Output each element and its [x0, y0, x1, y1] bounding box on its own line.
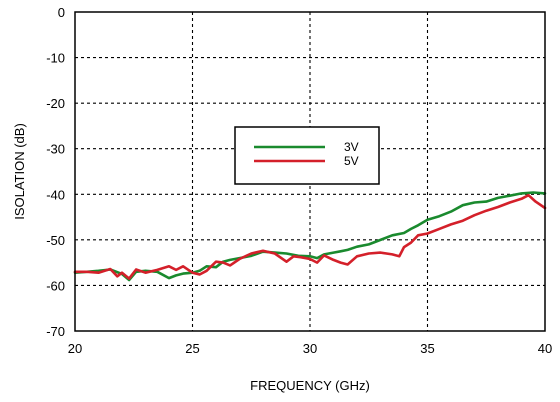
series-lines	[73, 191, 547, 282]
tick-labels: 20 25 30 35 40 0 -10 -20 -30 -40 -50 -60 -70	[46, 5, 552, 356]
y-tick-label: -30	[46, 142, 65, 157]
legend-box	[234, 126, 380, 185]
x-axis-title: FREQUENCY (GHz)	[250, 378, 370, 393]
x-tick-label: 35	[420, 341, 434, 356]
x-tick-label: 30	[303, 341, 317, 356]
grid	[75, 12, 545, 331]
y-tick-label: -40	[46, 187, 65, 202]
y-tick-label: -60	[46, 278, 65, 293]
y-tick-label: -70	[46, 324, 65, 339]
x-tick-label: 40	[538, 341, 552, 356]
y-axis-title: ISOLATION (dB)	[12, 123, 27, 220]
x-tick-label: 25	[185, 341, 199, 356]
y-tick-label: -50	[46, 233, 65, 248]
y-tick-label: 0	[58, 5, 65, 20]
y-tick-label: -20	[46, 96, 65, 111]
series-line-5v	[73, 193, 547, 280]
y-tick-label: -10	[46, 51, 65, 66]
legend-label-5v: 5V	[344, 154, 359, 168]
plot-frame	[74, 11, 546, 332]
x-tick-label: 20	[68, 341, 82, 356]
legend-label-3v: 3V	[344, 140, 359, 154]
